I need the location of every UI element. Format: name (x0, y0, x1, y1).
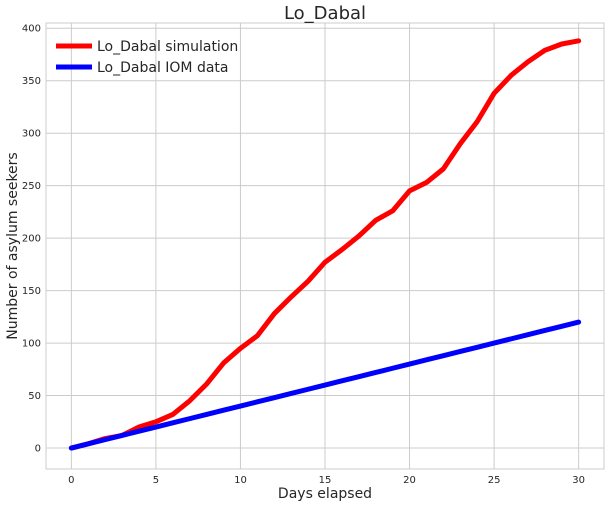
series-lines (68, 38, 582, 451)
x-tick-label: 20 (403, 475, 416, 486)
x-tick-label: 25 (488, 475, 501, 486)
x-tick-label: 0 (68, 475, 74, 486)
legend: Lo_Dabal simulation Lo_Dabal IOM data (56, 39, 238, 76)
plot-frame (45, 22, 605, 470)
y-tick-label: 350 (22, 76, 41, 87)
y-tick-label: 250 (22, 181, 41, 192)
y-tick-label: 200 (22, 234, 41, 245)
y-axis-title: Number of asylum seekers (5, 152, 21, 339)
x-tick-label: 10 (234, 475, 247, 486)
legend-label-iom: Lo_Dabal IOM data (97, 60, 229, 76)
y-tick-label: 150 (22, 286, 41, 297)
grid (46, 23, 604, 469)
x-tick-label: 15 (319, 475, 332, 486)
y-axis: 0 50 100 150 200 250 300 350 400 (22, 24, 41, 455)
y-tick-label: 300 (22, 129, 41, 140)
x-axis: 0 5 10 15 20 25 30 (68, 475, 585, 486)
series-line-iom-data (68, 319, 582, 451)
legend-label-simulation: Lo_Dabal simulation (97, 39, 238, 55)
x-tick-label: 30 (572, 475, 585, 486)
x-tick-label: 5 (153, 475, 159, 486)
y-tick-label: 50 (28, 391, 41, 402)
y-tick-label: 400 (22, 24, 41, 35)
y-tick-label: 0 (35, 444, 41, 455)
chart-title: Lo_Dabal (284, 3, 366, 24)
series-line-simulation (68, 38, 582, 451)
y-tick-label: 100 (22, 339, 41, 350)
x-axis-title: Days elapsed (278, 486, 372, 502)
